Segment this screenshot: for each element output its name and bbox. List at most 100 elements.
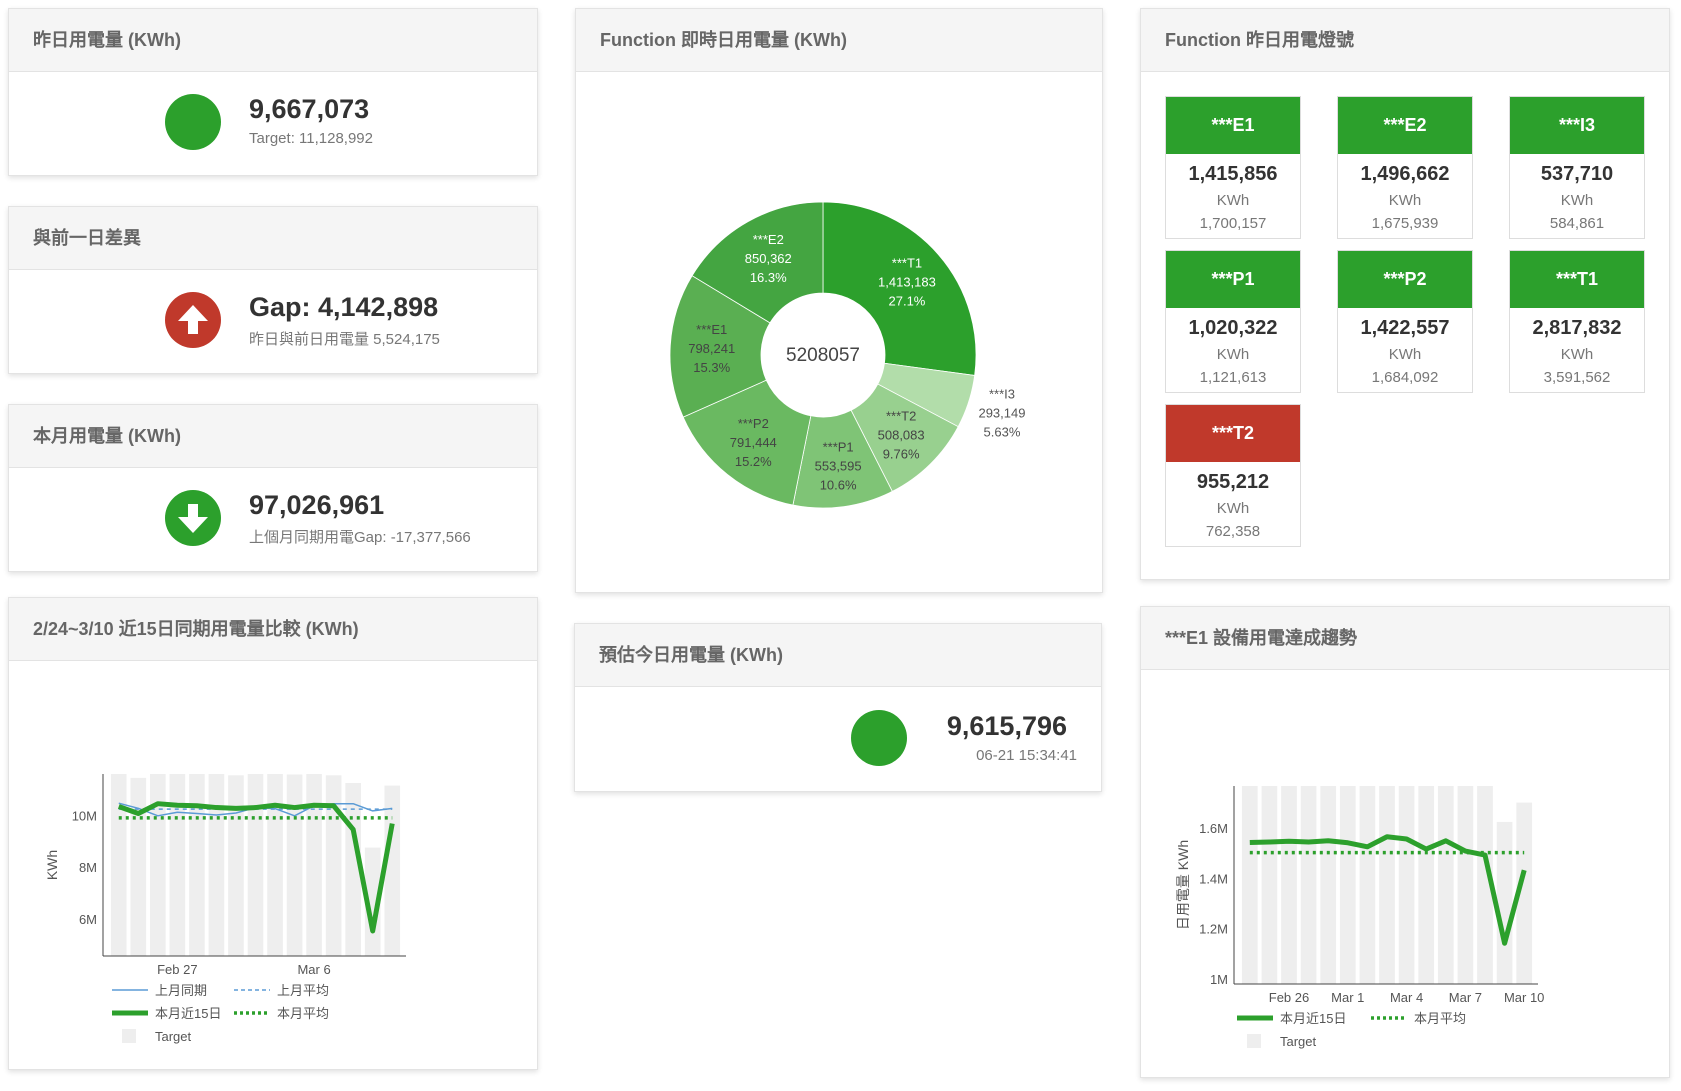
card-title: 與前一日差異 (9, 207, 537, 270)
pie-label: 850,362 (745, 251, 792, 266)
card-title: Function 即時日用電量 (KWh) (576, 9, 1102, 72)
signal-unit: KWh (1216, 346, 1250, 363)
signal-target: 1,700,157 (1199, 215, 1267, 232)
series-line (1249, 834, 1527, 946)
signal-name: ***P2 (1338, 251, 1472, 308)
x-tick-label: Mar 1 (1331, 990, 1364, 1005)
signal-value: 1,020,322 (1188, 317, 1278, 339)
signal-tile: ***I3 537,710 KWh 584,861 (1509, 96, 1645, 239)
legend-label[interactable]: 本月平均 (277, 1006, 329, 1021)
signal-tile: ***E2 1,496,662 KWh 1,675,939 (1337, 96, 1473, 239)
target-bar (1281, 786, 1297, 984)
compare-chart-card: 2/24~3/10 近15日同期用電量比較 (KWh) 6M 8M 10M Feb 2… (8, 597, 538, 1070)
signals-card: Function 昨日用電燈號 ***E1 1,415,856 KWh 1,70… (1140, 8, 1670, 580)
pie-label: ***I3 (989, 387, 1015, 402)
trend-chart: 1M 1.2M 1.4M 1.6M Feb 26 Mar 1 Mar 4 Mar 7 Mar 1… (1175, 786, 1544, 1049)
yesterday-value: 9,667,073 (249, 94, 370, 124)
signal-name: ***P1 (1166, 251, 1300, 308)
pie-label: 1,413,183 (878, 275, 936, 290)
pie-label: 508,083 (878, 428, 925, 443)
signal-value: 1,422,557 (1360, 317, 1450, 339)
pie-slice-P2[interactable] (682, 379, 812, 506)
pie-label: 9.76% (883, 447, 920, 462)
pie-label: 10.6% (820, 477, 857, 492)
legend-label[interactable]: 本月平均 (1414, 1011, 1466, 1026)
pie-label: 15.2% (735, 454, 772, 469)
pie-label: ***T1 (892, 256, 922, 271)
signal-tile: ***T1 2,817,832 KWh 3,591,562 (1509, 250, 1645, 393)
pie-label: 27.1% (889, 294, 926, 309)
signal-unit: KWh (1216, 500, 1250, 517)
signal-value: 955,212 (1196, 471, 1270, 493)
status-dot-icon (165, 94, 221, 150)
card-title: 預估今日用電量 (KWh) (575, 624, 1101, 687)
series-line (117, 801, 395, 934)
signal-unit: KWh (1560, 192, 1594, 209)
target-bar (1261, 786, 1278, 984)
trend-chart-card: ***E1 設備用電達成趨勢 1M 1.2M 1.4M 1.6M Feb 26 Mar 1… (1140, 606, 1670, 1078)
target-bar (384, 785, 401, 956)
y-tick-label: 10M (72, 809, 97, 824)
legend-label[interactable]: Target (155, 1029, 192, 1044)
target-bar (1516, 802, 1533, 984)
gap-sub: 昨日與前日用電量 5,524,175 (249, 331, 440, 348)
target-bar (1300, 786, 1317, 984)
signal-name: ***E1 (1166, 97, 1300, 154)
target-bar (364, 847, 381, 956)
pie-center-total: 5208057 (786, 345, 860, 366)
target-bar (208, 774, 225, 956)
x-tick-label: Mar 4 (1390, 990, 1423, 1005)
signal-name: ***T1 (1510, 251, 1644, 308)
gap-card: 與前一日差異 Gap: 4,142,898 昨日與前日用電量 5,524,175 (8, 206, 538, 374)
card-title: 2/24~3/10 近15日同期用電量比較 (KWh) (9, 598, 537, 661)
target-bar (1339, 786, 1356, 984)
x-tick-label: Mar 7 (1449, 990, 1482, 1005)
pie-label: 16.3% (750, 270, 787, 285)
target-bar (1418, 786, 1435, 984)
signal-tile: ***T2 955,212 KWh 762,358 (1165, 404, 1301, 547)
estimate-card: 預估今日用電量 (KWh) 9,615,796 06-21 15:34:41 (574, 623, 1102, 792)
y-tick-label: 1.6M (1199, 821, 1228, 836)
pie-label: ***P1 (823, 439, 854, 454)
arrow-up-icon (165, 292, 221, 348)
signal-unit: KWh (1388, 346, 1422, 363)
pie-slice-E1[interactable] (669, 275, 771, 418)
pie-label: ***T2 (886, 409, 916, 424)
target-bar (1496, 821, 1513, 984)
target-bar (1398, 786, 1415, 984)
target-bar (110, 774, 127, 956)
realtime-pie-card: Function 即時日用電量 (KWh) ***T1 1,413,183 27.1… (575, 8, 1103, 593)
signal-unit: KWh (1216, 192, 1250, 209)
target-bar (1457, 786, 1474, 984)
target-bar (1437, 786, 1454, 984)
target-bar (1241, 786, 1258, 984)
legend-label[interactable]: Target (1280, 1034, 1317, 1049)
arrow-down-icon (165, 490, 221, 546)
pie-slice-T1[interactable] (822, 201, 977, 376)
legend-swatch (1247, 1034, 1261, 1048)
signal-name: ***E2 (1338, 97, 1472, 154)
y-tick-label: 1.4M (1199, 871, 1228, 886)
card-title: 本月用電量 (KWh) (9, 405, 537, 468)
legend-label[interactable]: 上月同期 (155, 983, 207, 998)
target-bar (228, 775, 244, 956)
signal-target: 1,684,092 (1371, 369, 1439, 386)
legend-label[interactable]: 本月近15日 (155, 1006, 221, 1021)
status-dot-icon (851, 710, 907, 766)
target-bar (267, 774, 283, 956)
signal-target: 1,675,939 (1371, 215, 1439, 232)
legend-label[interactable]: 本月近15日 (1280, 1011, 1346, 1026)
target-bar (306, 774, 322, 956)
signal-value: 1,496,662 (1360, 163, 1450, 185)
signal-target: 584,861 (1549, 215, 1605, 232)
target-bar (169, 774, 186, 956)
y-tick-label: 1M (1210, 972, 1228, 987)
estimate-value: 9,615,796 (946, 711, 1067, 741)
pie-slice-E2[interactable] (691, 201, 824, 324)
month-sub: 上個月同期用電Gap: -17,377,566 (249, 529, 471, 546)
pie-label: 15.3% (693, 360, 730, 375)
signal-value: 1,415,856 (1188, 163, 1278, 185)
legend-label[interactable]: 上月平均 (277, 983, 329, 998)
target-bar (1359, 786, 1376, 984)
signal-value: 537,710 (1540, 163, 1614, 185)
